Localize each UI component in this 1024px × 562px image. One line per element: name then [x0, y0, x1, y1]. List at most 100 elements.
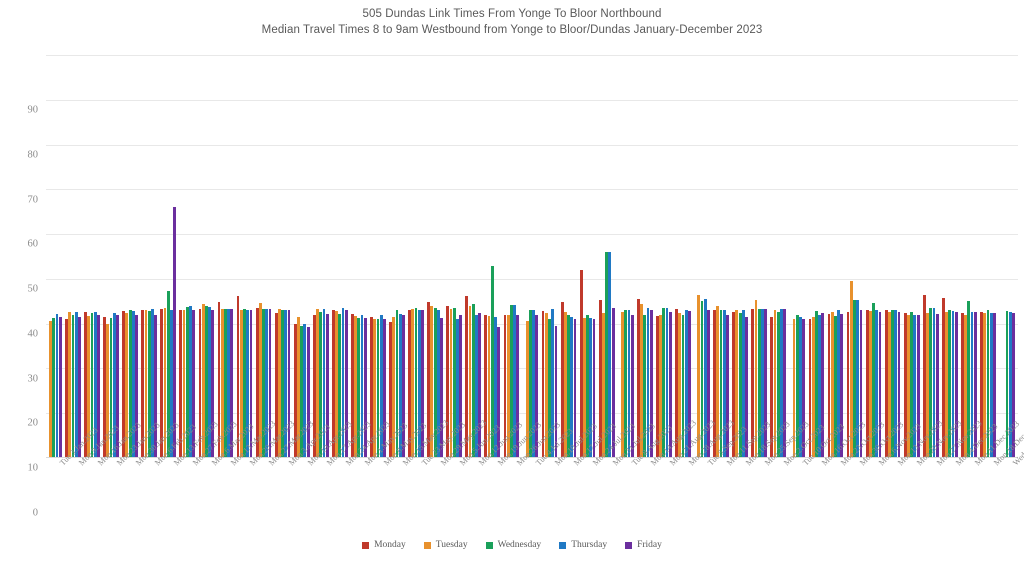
- bar: [582, 317, 586, 458]
- bar: [170, 310, 173, 458]
- legend-item[interactable]: Tuesday: [423, 540, 468, 550]
- bar: [681, 314, 685, 458]
- bar-group: [961, 55, 980, 458]
- bar-group: [255, 55, 275, 458]
- bar-group: [827, 55, 847, 458]
- bar: [602, 313, 605, 458]
- bar-group: [675, 55, 694, 458]
- bar: [106, 323, 110, 458]
- bar: [224, 308, 227, 458]
- bar: [916, 314, 920, 458]
- bar: [306, 326, 310, 458]
- bar: [649, 310, 653, 458]
- bar: [131, 311, 135, 458]
- bar-group: [656, 55, 675, 458]
- bar: [408, 310, 412, 458]
- bar: [891, 310, 895, 458]
- bar: [830, 312, 834, 458]
- bar: [586, 314, 590, 458]
- bar: [312, 314, 316, 458]
- bar: [532, 310, 536, 458]
- bar: [525, 321, 529, 458]
- bar-group: [865, 55, 885, 458]
- bar-group: [751, 55, 770, 458]
- bar: [243, 309, 246, 458]
- bar: [475, 314, 478, 458]
- bar: [570, 316, 574, 458]
- bar: [713, 310, 717, 458]
- bar: [109, 318, 113, 458]
- bar: [344, 310, 348, 458]
- bar: [722, 310, 726, 458]
- bar: [293, 323, 297, 458]
- bar: [509, 304, 513, 458]
- bar: [217, 302, 221, 458]
- bar: [589, 317, 593, 458]
- gridline: [46, 189, 1018, 191]
- bar: [697, 294, 701, 458]
- bar-group: [293, 55, 313, 458]
- bar: [163, 307, 167, 458]
- bar: [611, 308, 615, 458]
- bar: [166, 290, 170, 458]
- bar: [452, 308, 456, 458]
- bar-group: [274, 55, 294, 458]
- bar: [932, 308, 936, 458]
- y-axis-tick-label: 20: [27, 417, 39, 429]
- bar: [376, 319, 380, 458]
- bar: [780, 308, 783, 458]
- bar: [65, 319, 68, 458]
- y-axis-tick-label: 30: [27, 373, 39, 385]
- bar: [236, 295, 240, 458]
- bar: [910, 312, 914, 458]
- bar: [360, 314, 364, 458]
- bar: [795, 314, 799, 458]
- y-axis-tick-label: 10: [27, 462, 39, 474]
- bar-group: [732, 55, 751, 458]
- bar: [980, 312, 983, 458]
- bar: [141, 310, 145, 458]
- bar: [230, 308, 234, 458]
- bar: [738, 312, 742, 458]
- bar-group: [713, 55, 732, 458]
- bar: [322, 309, 326, 458]
- bar: [948, 310, 952, 458]
- bar: [389, 321, 392, 458]
- bar: [529, 310, 532, 458]
- bar: [608, 252, 612, 458]
- bar: [341, 308, 345, 458]
- bar: [897, 312, 901, 458]
- bar: [90, 312, 94, 458]
- bar: [478, 312, 482, 458]
- bar: [770, 316, 774, 458]
- bar-group: [846, 55, 866, 458]
- bar: [846, 312, 850, 458]
- bar-group: [523, 55, 542, 458]
- bar: [961, 312, 964, 458]
- bar: [1008, 312, 1012, 458]
- bar: [239, 310, 243, 458]
- bar: [735, 310, 739, 458]
- legend-item[interactable]: Friday: [625, 540, 662, 550]
- legend-label: Monday: [374, 540, 406, 550]
- bar: [662, 307, 666, 458]
- bar: [484, 314, 488, 458]
- bar: [926, 313, 929, 458]
- gridline: [46, 144, 1018, 146]
- bar: [598, 300, 602, 458]
- bar-group: [427, 55, 446, 458]
- bar: [430, 305, 434, 458]
- bar: [865, 310, 869, 458]
- legend-item[interactable]: Thursday: [559, 540, 607, 550]
- bar: [935, 313, 939, 458]
- bar: [567, 314, 570, 458]
- bar: [503, 314, 507, 458]
- bar: [147, 311, 151, 458]
- legend-item[interactable]: Wednesday: [485, 540, 541, 550]
- bar-group: [84, 55, 103, 458]
- x-axis-labels: Tue.3.Jan.2023 Mon.9.Jan.2023 Mon.16.Jan.2…: [46, 418, 1024, 541]
- bar: [287, 310, 291, 458]
- legend-item[interactable]: Monday: [362, 540, 406, 550]
- gridline: [46, 234, 1018, 236]
- bar: [373, 319, 377, 458]
